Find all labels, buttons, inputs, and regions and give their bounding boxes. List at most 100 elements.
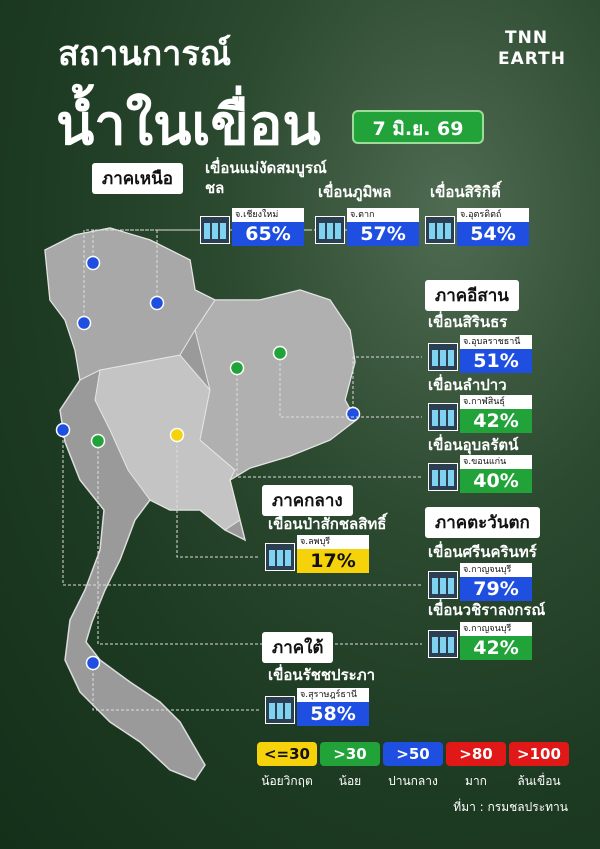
icon-gate <box>448 470 454 486</box>
percent: 57% <box>347 222 419 246</box>
icon-gate <box>285 703 291 719</box>
percent: 17% <box>297 549 369 573</box>
leader-line <box>176 435 259 558</box>
icon-gate <box>277 703 283 719</box>
icon-gate <box>327 223 333 239</box>
legend-swatch: >100 <box>509 742 569 766</box>
legend-description: น้อยวิกฤต <box>261 774 313 788</box>
icon-gate <box>448 578 454 594</box>
dam-dot <box>169 427 185 443</box>
icon-gate <box>277 550 283 566</box>
percent: 58% <box>297 702 369 726</box>
dam-icon <box>428 403 458 431</box>
dam-name: เขื่อนลำปาว <box>428 376 507 394</box>
icon-gate <box>220 223 226 239</box>
percent: 51% <box>460 349 532 373</box>
dam-name: เขื่อนสิรินธร <box>428 313 508 331</box>
icon-gate <box>269 550 275 566</box>
province: จ.เชียงใหม่ <box>232 208 304 222</box>
dam-card: จ.เชียงใหม่ 65% <box>200 208 304 248</box>
dam-name: เขื่อนรัชชประภา <box>268 666 376 684</box>
region-label: ภาคใต้ <box>262 632 334 663</box>
dam-card: จ.ขอนแก่น 40% <box>428 455 532 495</box>
dam-icon <box>315 216 345 244</box>
percent: 79% <box>460 577 532 601</box>
legend-swatch: >80 <box>446 742 506 766</box>
legend-description: ล้นเขื่อน <box>517 774 561 788</box>
dam-card: จ.อุบลราชธานี 51% <box>428 335 532 375</box>
region-label: ภาคกลาง <box>262 485 353 516</box>
icon-gate <box>269 703 275 719</box>
percent: 42% <box>460 636 532 660</box>
icon-gate <box>285 550 291 566</box>
province: จ.กาญจนบุรี <box>460 563 532 577</box>
percent: 40% <box>460 469 532 493</box>
legend-swatch: >30 <box>320 742 380 766</box>
icon-gate <box>445 223 451 239</box>
legend-swatch: <=30 <box>257 742 317 766</box>
dam-icon <box>425 216 455 244</box>
dam-name: เขื่อนภูมิพล <box>318 183 392 201</box>
dam-name: เขื่อนศรีนครินทร์ <box>428 543 537 561</box>
region-label: ภาคเหนือ <box>92 163 183 194</box>
icon-gate <box>429 223 435 239</box>
icon-gate <box>335 223 341 239</box>
legend-description: ปานกลาง <box>388 774 438 788</box>
dam-name: เขื่อนวชิราลงกรณ์ <box>428 601 546 619</box>
dam-name: เขื่อนป่าสักชลสิทธิ์ <box>268 515 387 533</box>
title: น้ำในเขื่อน <box>56 93 321 158</box>
icon-gate <box>440 578 446 594</box>
icon-gate <box>448 410 454 426</box>
province: จ.อุตรดิตถ์ <box>457 208 529 222</box>
leader-line <box>236 368 422 478</box>
leader-line <box>279 353 422 418</box>
icon-gate <box>440 470 446 486</box>
dam-icon <box>265 543 295 571</box>
dam-name: เขื่อนแม่งัดสมบูรณ์ชล <box>205 159 327 197</box>
province: จ.กาญจนบุรี <box>460 622 532 636</box>
icon-gate <box>432 410 438 426</box>
dam-card: จ.กาฬสินธุ์ 42% <box>428 395 532 435</box>
leader-line <box>97 441 422 645</box>
dam-icon <box>428 630 458 658</box>
brand: TNN <box>505 28 549 48</box>
source: ที่มา : กรมชลประทาน <box>453 800 568 814</box>
province: จ.สุราษฎร์ธานี <box>297 688 369 702</box>
province: จ.กาฬสินธุ์ <box>460 395 532 409</box>
dam-dot <box>55 422 71 438</box>
icon-gate <box>432 470 438 486</box>
dam-dot <box>149 295 165 311</box>
dam-icon <box>200 216 230 244</box>
dam-icon <box>265 696 295 724</box>
icon-gate <box>204 223 210 239</box>
legend-description: มาก <box>465 774 487 788</box>
dam-card: จ.กาญจนบุรี 79% <box>428 563 532 603</box>
legend-swatch: >50 <box>383 742 443 766</box>
dam-icon <box>428 343 458 371</box>
icon-gate <box>319 223 325 239</box>
dam-card: จ.ตาก 57% <box>315 208 419 248</box>
icon-gate <box>432 637 438 653</box>
dam-dot <box>229 360 245 376</box>
icon-gate <box>437 223 443 239</box>
leader-line <box>62 430 422 586</box>
dam-card: จ.อุตรดิตถ์ 54% <box>425 208 529 248</box>
dam-dot <box>76 315 92 331</box>
dam-dot <box>345 406 361 422</box>
dam-name: เขื่อนสิริกิติ์ <box>430 183 501 201</box>
dam-dot <box>85 655 101 671</box>
date-badge: 7 มิ.ย. 69 <box>352 110 484 144</box>
dam-icon <box>428 571 458 599</box>
dam-card: จ.ลพบุรี 17% <box>265 535 369 575</box>
dam-dot <box>90 433 106 449</box>
percent: 54% <box>457 222 529 246</box>
map-northeast <box>194 289 357 482</box>
icon-gate <box>432 578 438 594</box>
dam-dot <box>272 345 288 361</box>
percent: 42% <box>460 409 532 433</box>
dam-name: เขื่อนอุบลรัตน์ <box>428 436 519 454</box>
province: จ.ขอนแก่น <box>460 455 532 469</box>
dam-card: จ.สุราษฎร์ธานี 58% <box>265 688 369 728</box>
